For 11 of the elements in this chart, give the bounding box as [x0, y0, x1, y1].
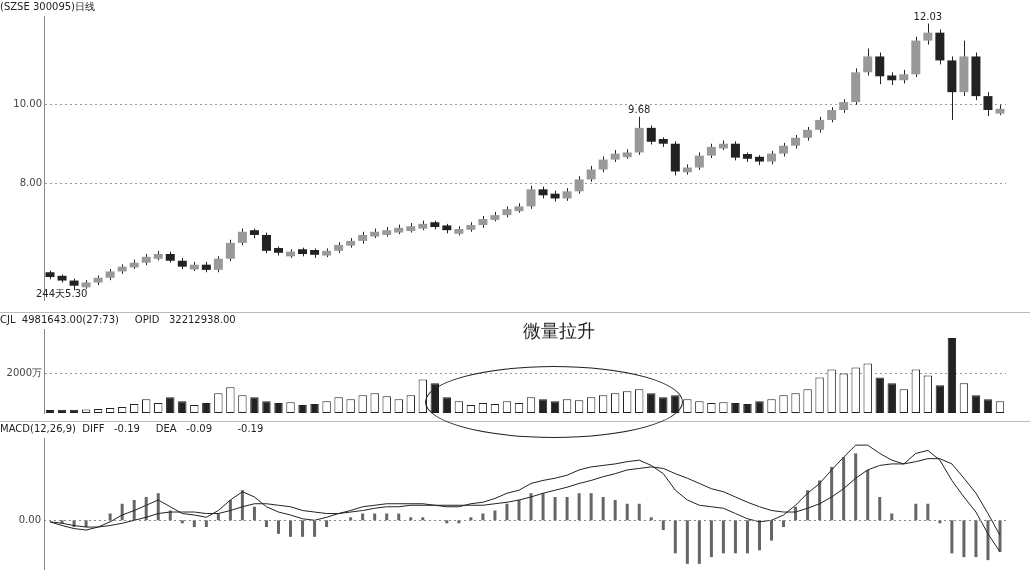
y-tick-label: 10.00 — [13, 97, 42, 109]
chart-title: (SZSE 300095)日线 — [0, 0, 96, 12]
annotation: 微量拉升 — [522, 319, 595, 341]
annotation: 244天5.30 — [36, 287, 88, 299]
chart-title: MACD(12,26,9) DIFF -0.19 DEA -0.09 -0.19 — [0, 422, 264, 434]
annotation: 9.68 — [628, 103, 651, 115]
ref-line-label: 0.00 — [18, 514, 41, 526]
annotation: 12.03 — [913, 10, 943, 22]
chart-title: CJL 4981643.00(27:73) OPID 32212938.00 — [0, 313, 236, 325]
y-tick-label: 8.00 — [19, 176, 42, 188]
y-tick-label: 2000万 — [6, 367, 42, 379]
